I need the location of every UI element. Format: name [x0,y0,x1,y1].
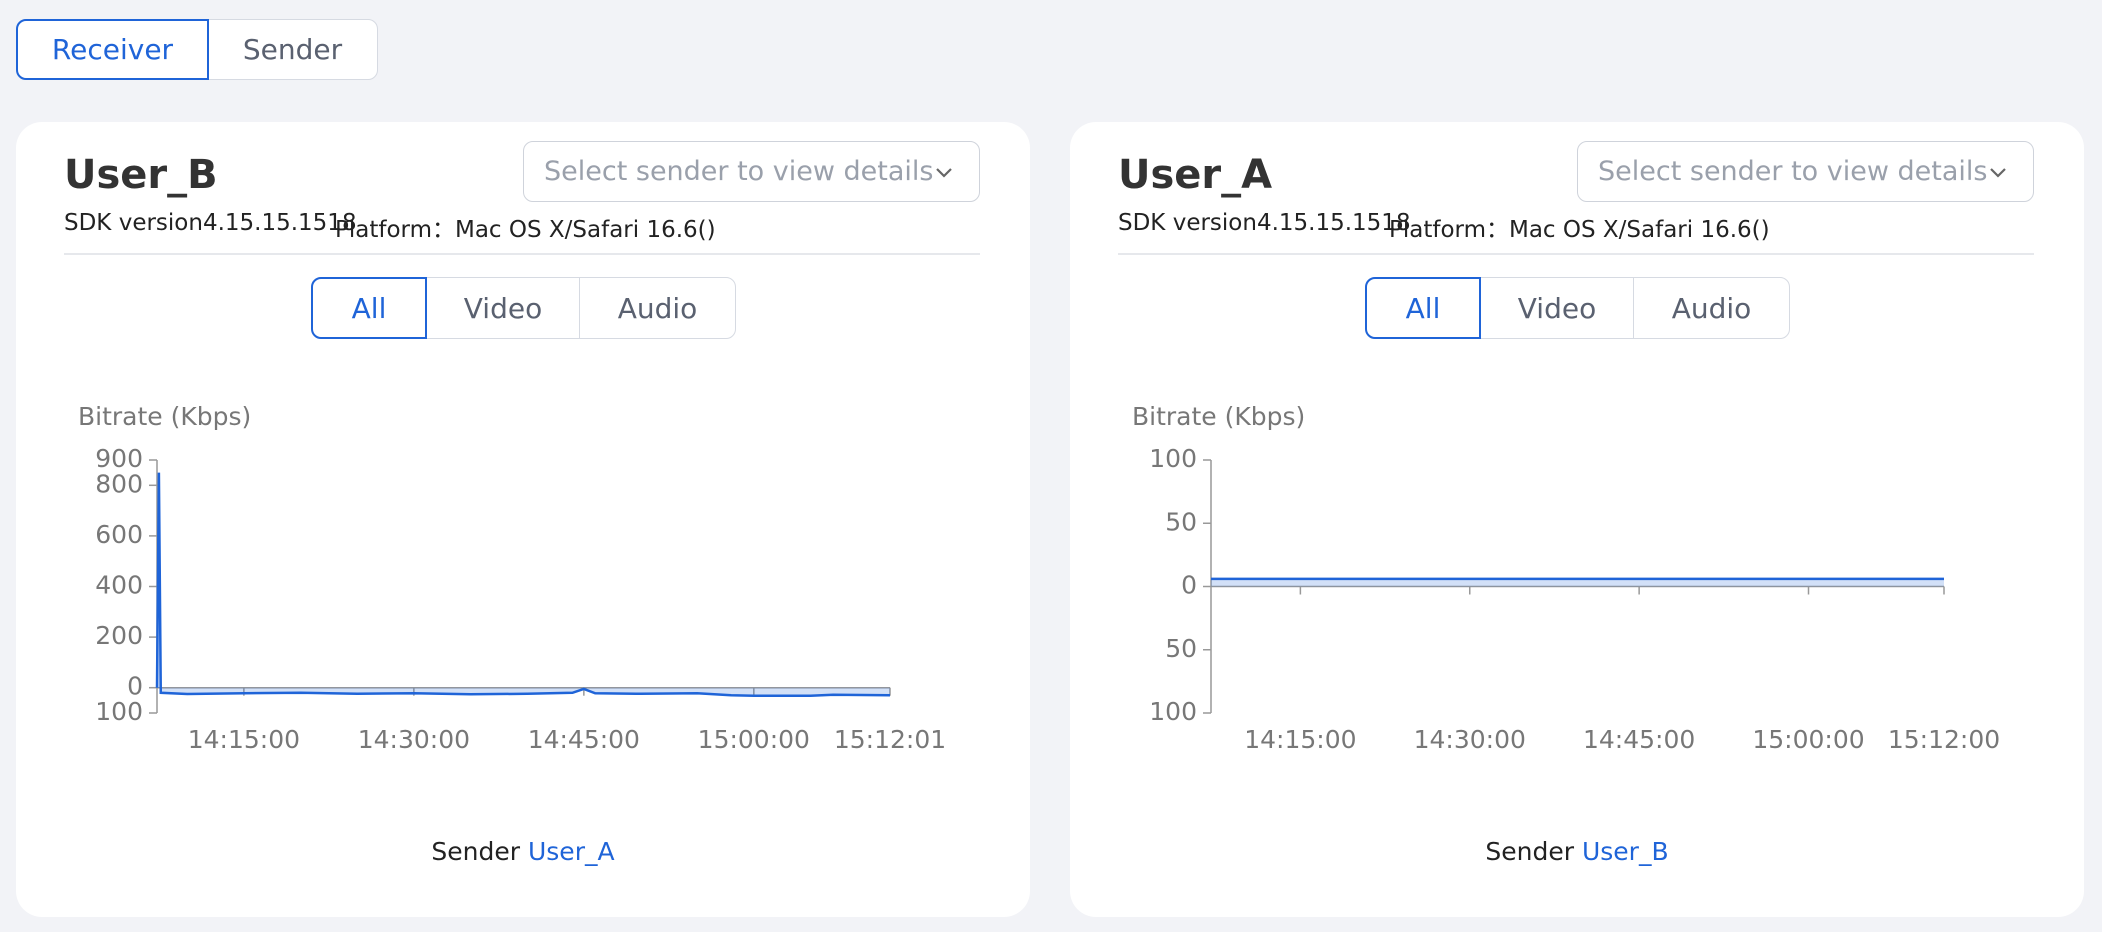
sender-name[interactable]: User_B [1581,837,1669,866]
sender-select[interactable]: Select sender to view details [523,141,980,202]
segment[interactable]: Video [426,277,580,339]
x-tick-label: 14:30:00 [358,725,470,754]
y-tick-label: 0 [127,672,143,701]
user-title: User_A [1118,152,1273,198]
x-tick-label: 14:30:00 [1414,725,1526,754]
y-tick-label: 900 [95,444,143,473]
y-tick-label: 100 [1149,444,1197,473]
y-tick-label: 100 [95,697,143,726]
x-tick-label: 14:45:00 [1583,725,1695,754]
y-tick-label: 600 [95,520,143,549]
area [157,472,890,696]
tab[interactable]: Receiver [16,19,209,80]
divider [64,253,980,255]
chart: Bitrate (Kbps) 100 50 0 50 100 14:15:00 14:30:0… [1132,402,2000,754]
x-tick-label: 14:15:00 [1244,725,1356,754]
user-title: User_B [64,152,218,198]
segment[interactable]: Video [1480,277,1634,339]
x-tick-label: 14:45:00 [528,725,640,754]
series-line [155,472,891,698]
y-tick-label: 200 [95,621,143,650]
select-placeholder: Select sender to view details [1598,156,1988,187]
y-tick-label: 50 [1165,634,1197,663]
x-tick-label: 14:15:00 [188,725,300,754]
segment[interactable]: All [311,277,427,339]
y-tick-label: 100 [1149,697,1197,726]
x-tick-label: 15:00:00 [698,725,810,754]
panel: User_B SDK version4.15.15.1518 Platform：Ma… [16,122,1030,917]
y-tick-label: 0 [1181,571,1197,600]
x-tick-label: 15:12:00 [1888,725,2000,754]
y-tick-label: 400 [95,571,143,600]
tab[interactable]: Sender [207,19,378,80]
sender-label: Sender [431,837,521,866]
sdk-version: SDK version4.15.15.1518 [1118,210,1411,236]
y-axis-label: Bitrate (Kbps) [1132,402,1305,431]
area [1211,578,1944,587]
chevron [936,168,952,178]
sender-line: Sender User_B [1070,837,2084,866]
segment[interactable]: Audio [1633,277,1790,339]
chevron [1990,168,2006,178]
platform: Platform：Mac OS X/Safari 16.6() [335,217,716,243]
divider [1118,253,2034,255]
sdk-version: SDK version4.15.15.1518 [64,210,357,236]
platform: Platform：Mac OS X/Safari 16.6() [1389,217,1770,243]
y-tick-label: 50 [1165,507,1197,536]
sender-select[interactable]: Select sender to view details [1577,141,2034,202]
sender-label: Sender [1485,837,1575,866]
segment[interactable]: Audio [579,277,736,339]
select-placeholder: Select sender to view details [544,156,934,187]
sender-name[interactable]: User_A [527,837,615,866]
segment[interactable]: All [1365,277,1481,339]
x-tick-label: 15:00:00 [1752,725,1864,754]
x-tick-label: 15:12:01 [834,725,946,754]
y-axis-label: Bitrate (Kbps) [78,402,251,431]
sender-line: Sender User_A [16,837,1030,866]
panel: User_A SDK version4.15.15.1518 Platform：Ma… [1070,122,2084,917]
y-tick-label: 800 [95,469,143,498]
